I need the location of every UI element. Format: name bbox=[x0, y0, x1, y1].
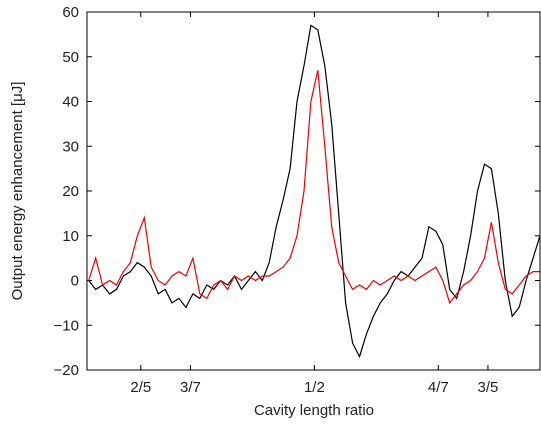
y-tick-label: 50 bbox=[62, 49, 79, 66]
x-axis-label: Cavity length ratio bbox=[254, 402, 374, 419]
y-tick-label: −20 bbox=[54, 362, 79, 379]
series-line bbox=[88, 70, 540, 305]
series-line bbox=[88, 24, 541, 359]
x-tick-label: 2/5 bbox=[130, 379, 151, 396]
y-tick-label: 0 bbox=[71, 273, 79, 290]
x-tick-label: 4/7 bbox=[428, 379, 449, 396]
y-tick-label: 30 bbox=[62, 138, 79, 155]
plot-frame bbox=[86, 11, 541, 371]
y-tick-label: 10 bbox=[62, 228, 79, 245]
x-tick-label: 3/7 bbox=[180, 379, 201, 396]
x-tick-label: 1/2 bbox=[304, 379, 325, 396]
y-axis-label: Output energy enhancement [μJ] bbox=[9, 82, 26, 301]
y-tick-label: 40 bbox=[62, 94, 79, 111]
y-tick-label: −10 bbox=[54, 317, 79, 334]
y-tick-label: 20 bbox=[62, 183, 79, 200]
x-tick-label: 3/5 bbox=[478, 379, 499, 396]
y-tick-label: 60 bbox=[62, 4, 79, 21]
